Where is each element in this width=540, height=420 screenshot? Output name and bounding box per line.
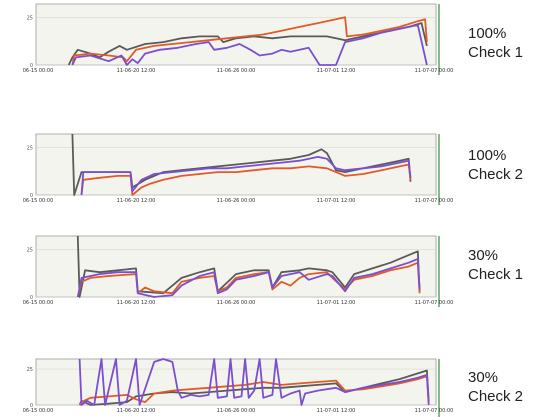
x-tick-label: 11-06-26 00:00 bbox=[217, 300, 256, 306]
x-tick-label: 06-15 00:00 bbox=[23, 408, 54, 414]
y-tick-label: 0 bbox=[30, 63, 33, 69]
x-tick-label: 11-07-01 12:00 bbox=[317, 198, 356, 204]
chart-panel-2: 0 25 06-15 00:00 11-06-20 12:00 11-06-26 00… bbox=[23, 133, 454, 205]
series-line-gray bbox=[76, 235, 421, 298]
caption-line-2: Check 2 bbox=[468, 388, 524, 405]
x-tick-label: 11-06-26 00:00 bbox=[217, 408, 256, 414]
x-tick-label: 11-07-01 12:00 bbox=[317, 408, 356, 414]
series-line-purple bbox=[80, 155, 412, 196]
x-tick-label: 11-07-07 00:00 bbox=[415, 68, 454, 74]
chart-panel-3: 0 25 06-15 00:00 11-06-20 12:00 11-06-26 00… bbox=[23, 235, 454, 307]
y-tick-label: 0 bbox=[30, 295, 33, 301]
y-tick-label: 0 bbox=[30, 403, 33, 409]
chart-panel-4: 0 25 06-15 00:00 11-06-20 12:00 11-06-26 00… bbox=[23, 358, 454, 417]
caption-panel-1: 100% Check 1 bbox=[468, 24, 523, 62]
x-tick-label: 11-07-07 00:00 bbox=[415, 198, 454, 204]
x-tick-label: 11-06-20 12:00 bbox=[117, 198, 156, 204]
y-tick-label: 25 bbox=[27, 367, 33, 373]
x-tick-label: 11-06-26 00:00 bbox=[217, 68, 256, 74]
caption-panel-2: 100% Check 2 bbox=[468, 146, 523, 184]
x-tick-label: 11-07-07 00:00 bbox=[415, 408, 454, 414]
x-tick-label: 11-07-01 12:00 bbox=[317, 300, 356, 306]
x-tick-label: 11-06-20 12:00 bbox=[117, 300, 156, 306]
plot-area bbox=[35, 235, 437, 298]
caption-panel-3: 30% Check 1 bbox=[468, 246, 523, 284]
x-tick-label: 11-07-01 12:00 bbox=[317, 68, 356, 74]
chart-panel-1: 0 25 06-15 00:00 11-06-20 12:00 11-06-26 00… bbox=[23, 3, 454, 75]
x-tick-label: 11-07-07 00:00 bbox=[415, 300, 454, 306]
x-tick-label: 06-15 00:00 bbox=[23, 300, 54, 306]
x-tick-label: 11-06-20 12:00 bbox=[117, 408, 156, 414]
series-line-purple bbox=[71, 24, 428, 66]
caption-line-1: 30% bbox=[468, 247, 499, 264]
y-tick-label: 25 bbox=[27, 247, 33, 253]
caption-line-1: 100% bbox=[468, 147, 507, 164]
caption-panel-4: 30% Check 2 bbox=[468, 368, 523, 406]
y-tick-label: 25 bbox=[27, 15, 33, 21]
y-tick-label: 25 bbox=[27, 145, 33, 151]
caption-line-2: Check 1 bbox=[468, 266, 524, 283]
x-tick-label: 06-15 00:00 bbox=[23, 198, 54, 204]
caption-line-2: Check 2 bbox=[468, 166, 524, 183]
series-line-purple bbox=[76, 257, 421, 298]
x-tick-label: 11-06-20 12:00 bbox=[117, 68, 156, 74]
caption-line-1: 100% bbox=[468, 25, 507, 42]
series-line-purple bbox=[78, 358, 430, 406]
series-line-orange bbox=[78, 375, 430, 406]
caption-line-1: 30% bbox=[468, 369, 499, 386]
x-tick-label: 06-15 00:00 bbox=[23, 68, 54, 74]
x-tick-label: 11-06-26 00:00 bbox=[217, 198, 256, 204]
y-tick-label: 0 bbox=[30, 193, 33, 199]
caption-line-2: Check 1 bbox=[468, 44, 524, 61]
